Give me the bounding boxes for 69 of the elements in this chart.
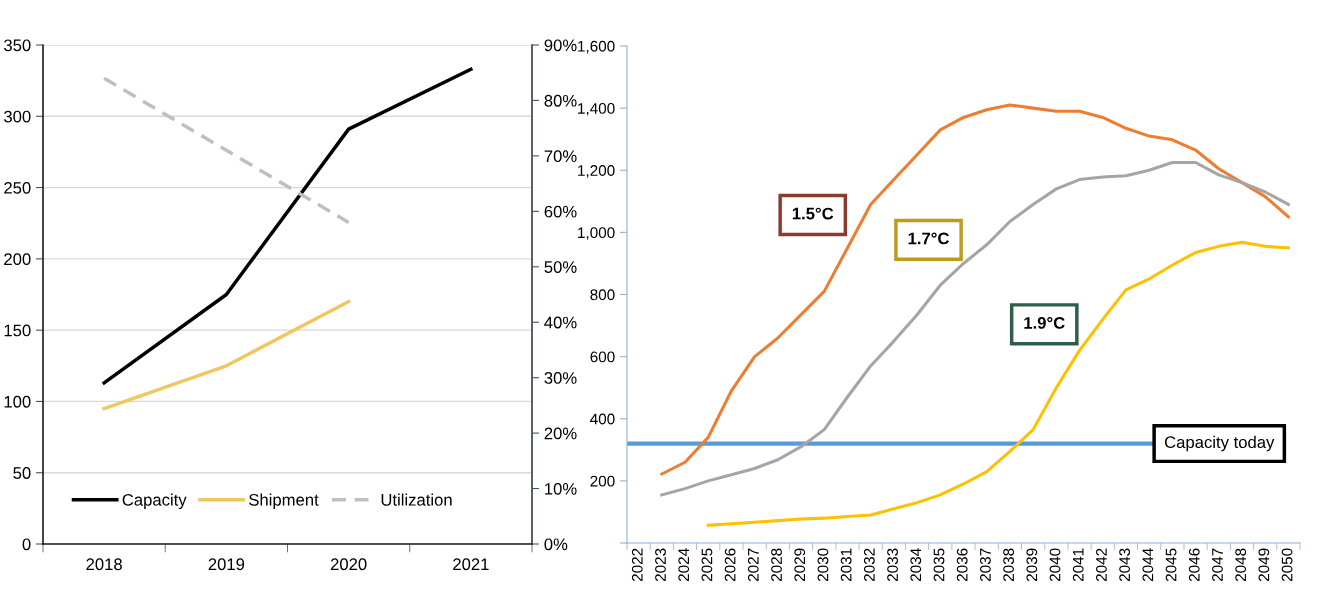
- series-label: 1.5°C: [792, 207, 834, 220]
- y-tick-label: 1,000: [578, 227, 615, 240]
- x-tick-label: 2042: [1096, 548, 1107, 582]
- x-tick-label: 2041: [1072, 548, 1084, 582]
- line-series: [660, 160, 1290, 497]
- x-tick-label: 2020: [330, 558, 367, 571]
- y-tick-label: 200: [4, 253, 31, 266]
- y2-tick-label: 40%: [544, 316, 577, 329]
- x-tick-label: 2036: [956, 548, 968, 582]
- y-tick-label: 600: [590, 351, 615, 363]
- y2-tick-label: 80%: [544, 94, 577, 107]
- y-tick-label: 250: [4, 181, 31, 194]
- legend-label: Utilization: [381, 493, 452, 506]
- x-tick-label: 2040: [1049, 548, 1061, 582]
- y-tick-label: 350: [4, 39, 31, 52]
- x-tick-label: 2043: [1119, 548, 1131, 582]
- x-tick-label: 2035: [933, 548, 945, 582]
- y-tick-label: 800: [590, 289, 615, 301]
- y2-tick-label: 60%: [544, 205, 577, 218]
- x-tick-label: 2018: [86, 558, 122, 571]
- x-tick-label: 2019: [208, 558, 245, 571]
- line-series: [102, 67, 473, 385]
- x-tick-label: 2034: [910, 548, 922, 582]
- series-label: 1.9°C: [1024, 316, 1065, 329]
- y-tick-label: 150: [4, 324, 31, 337]
- line-series: [660, 103, 1290, 476]
- x-tick-label: 2029: [794, 548, 806, 582]
- x-tick-label: 2045: [1165, 548, 1177, 582]
- y2-tick-label: 90%: [544, 39, 577, 52]
- ref-line-label: Capacity today: [1164, 435, 1275, 452]
- y-tick-label: 400: [590, 413, 615, 425]
- x-tick-label: 2048: [1235, 548, 1247, 582]
- x-tick-label: 2021: [453, 558, 489, 571]
- legend-label: Capacity: [122, 493, 187, 510]
- x-tick-label: 2038: [1003, 548, 1015, 582]
- x-tick-label: 2024: [678, 548, 690, 582]
- x-tick-label: 2039: [1026, 548, 1038, 582]
- y-tick-label: 50: [13, 467, 31, 479]
- y2-tick-label: 10%: [545, 482, 577, 495]
- x-tick-label: 2046: [1188, 548, 1200, 582]
- y2-tick-label: 30%: [544, 372, 577, 384]
- x-tick-label: 2033: [887, 548, 898, 582]
- y2-tick-label: 50%: [544, 261, 577, 273]
- x-tick-label: 2037: [979, 548, 991, 582]
- x-tick-label: 2027: [747, 548, 759, 582]
- x-tick-label: 2031: [840, 548, 852, 582]
- y-tick-label: 0: [22, 538, 31, 551]
- y-tick-label: 1,400: [578, 102, 615, 116]
- x-tick-label: 2026: [724, 548, 736, 582]
- y2-tick-label: 70%: [544, 150, 577, 163]
- y-tick-label: 1,600: [578, 40, 615, 54]
- y-tick-label: 1,200: [578, 165, 615, 178]
- x-tick-label: 2023: [655, 548, 666, 582]
- x-tick-label: 2022: [631, 548, 643, 582]
- legend-label: Shipment: [249, 493, 319, 510]
- y-tick-label: 300: [4, 110, 31, 123]
- x-tick-label: 2047: [1212, 548, 1223, 582]
- x-tick-label: 2030: [817, 548, 829, 582]
- x-tick-label: 2050: [1281, 548, 1293, 582]
- x-tick-label: 2028: [771, 548, 782, 582]
- y-tick-label: 200: [590, 475, 615, 487]
- y-tick-label: 100: [4, 395, 31, 408]
- x-tick-label: 2044: [1142, 548, 1154, 582]
- x-tick-label: 2049: [1258, 548, 1270, 582]
- y2-tick-label: 20%: [544, 427, 577, 440]
- series-label: 1.7°C: [908, 232, 949, 245]
- x-tick-label: 2025: [701, 548, 713, 582]
- y2-tick-label: 0%: [544, 538, 568, 551]
- x-tick-label: 2032: [863, 548, 875, 582]
